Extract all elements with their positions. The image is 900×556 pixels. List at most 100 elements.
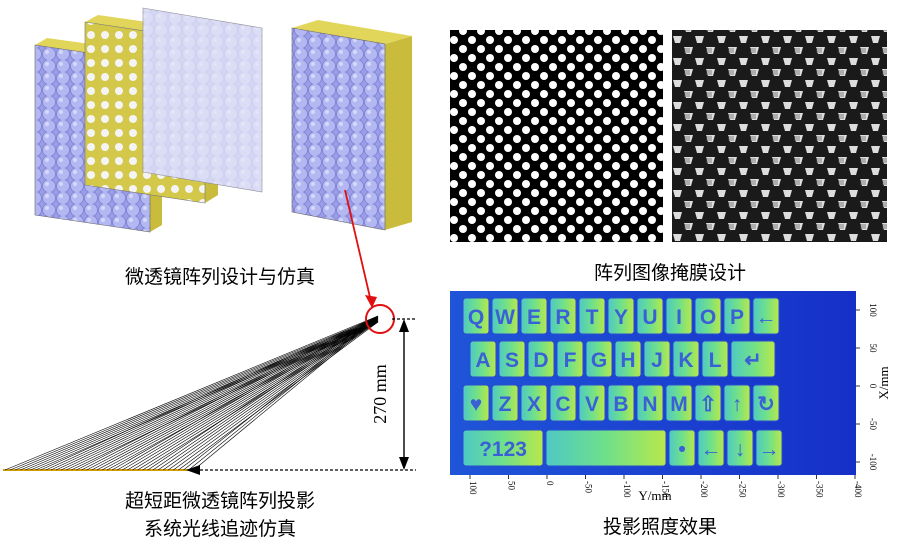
ray-line (132, 319, 379, 471)
y-axis-label: X/mm (876, 366, 891, 399)
keyboard-key (752, 384, 780, 422)
keyboard-key-label: R (555, 306, 570, 329)
keyboard-key-label: ↑ (732, 393, 743, 416)
keyboard-key-label: D (533, 349, 548, 372)
ray-line (40, 315, 379, 471)
ray-line (60, 319, 379, 471)
keyboard-key-label: → (759, 438, 780, 461)
keyboard-key-label: L (709, 349, 722, 372)
ray-line (45, 316, 379, 471)
keyboard-key-label: Z (499, 393, 512, 416)
ray-line (183, 315, 379, 471)
ray-trace-diagram: 270 mm (3, 189, 416, 475)
keyboard-key (672, 340, 700, 378)
ray-line (157, 317, 379, 471)
keyboard-key-label: ↻ (757, 393, 775, 416)
x-axis-label: Y/mm (638, 488, 671, 503)
assembled-module-front (291, 27, 386, 231)
keyboard-key (556, 340, 584, 378)
keyboard-key (469, 340, 497, 378)
ray-line (96, 319, 379, 471)
caption-ray-trace-2: 系统光线追迹仿真 (143, 518, 296, 540)
x-tick-label: -150 (661, 481, 671, 498)
ray-line (117, 316, 379, 471)
keyboard-key-label: F (564, 349, 577, 372)
caption-mask-design: 阵列图像掩膜设计 (593, 262, 746, 284)
keyboard-key-label: H (620, 349, 635, 372)
ray-line (55, 318, 379, 471)
dot-mask (450, 30, 663, 242)
keyboard-key-label: A (475, 349, 490, 372)
keyboard-key-label: Q (468, 306, 484, 329)
dimension-label: 270 mm (370, 364, 390, 424)
ray-line (76, 315, 379, 471)
keyboard-key (730, 340, 776, 378)
keyboard-key (614, 340, 642, 378)
keyboard-key (636, 297, 664, 335)
keyboard-key (491, 384, 519, 422)
caption-ray-trace-1: 超短距微透镜阵列投影 (124, 490, 315, 512)
lens-array-illustration (34, 7, 412, 233)
keyboard-key (694, 297, 722, 335)
keyboard-key (752, 297, 780, 335)
ray-line (127, 318, 379, 471)
keyboard-key (520, 297, 548, 335)
keyboard-key (527, 340, 555, 378)
ray-line (106, 321, 379, 471)
caption-projection: 投影照度效果 (602, 516, 717, 538)
keyboard-key-label: M (670, 393, 688, 416)
ray-line (81, 316, 379, 471)
ray-line (9, 316, 379, 471)
keyboard-key (578, 297, 606, 335)
keyboard-key-label: E (527, 306, 541, 329)
keyboard-key-label: S (505, 349, 519, 372)
x-tick-label: 100 (468, 481, 478, 495)
keyboard-key-label: I (676, 306, 682, 329)
keyboard-key-label: J (651, 349, 663, 372)
x-tick-label: -50 (584, 481, 594, 493)
keyboard-key (701, 340, 729, 378)
keyboard-key (607, 297, 635, 335)
keyboard-key (462, 384, 490, 422)
ray-line (193, 317, 379, 471)
ray-line (122, 317, 379, 471)
ray-line (86, 317, 379, 471)
keyboard-key-label: K (678, 349, 693, 372)
keyboard-key (697, 429, 725, 467)
keyboard-key (545, 429, 667, 467)
ray-line (137, 320, 379, 471)
keyboard-key-label: U (642, 306, 657, 329)
keyboard-key-label: ?123 (479, 438, 527, 461)
ray-line (4, 315, 379, 471)
y-tick-label: 100 (868, 303, 878, 317)
keyboard-key-label: ↵ (744, 349, 762, 372)
keyboard-key-label: ♥ (470, 393, 482, 416)
keyboard-key-label: N (642, 393, 657, 416)
y-axis-ticks: 100 50 0 -50 -100 (856, 303, 878, 471)
keyboard-key (462, 297, 490, 335)
keyboard-key-label: ⇧ (699, 393, 717, 416)
keyboard-key-label: • (678, 438, 685, 461)
keyboard-key (755, 429, 783, 467)
keyboard-key-label: P (730, 306, 744, 329)
ray-line (147, 315, 379, 471)
x-tick-label: -350 (815, 481, 825, 498)
x-axis-ticks: 100 50 0 -50 -100 -150 -200 -250 -300 -350 -400 (468, 475, 863, 498)
x-tick-label: -300 (776, 481, 786, 498)
x-tick-label: -100 (622, 481, 632, 498)
key-mask (672, 30, 887, 242)
keyboard-key (723, 297, 751, 335)
ray-line (101, 320, 379, 471)
keyboard-key-label: X (527, 393, 541, 416)
keyboard-key (462, 429, 544, 467)
keyboard-key (607, 384, 635, 422)
keyboard-key-label: ← (756, 306, 777, 329)
keyboard-key (498, 340, 526, 378)
keyboard-key-label: V (585, 393, 599, 416)
ray-line (91, 318, 379, 471)
keyboard-key (549, 297, 577, 335)
ray-line (178, 321, 379, 471)
ray-line (188, 316, 379, 471)
keyboard-key (723, 384, 751, 422)
